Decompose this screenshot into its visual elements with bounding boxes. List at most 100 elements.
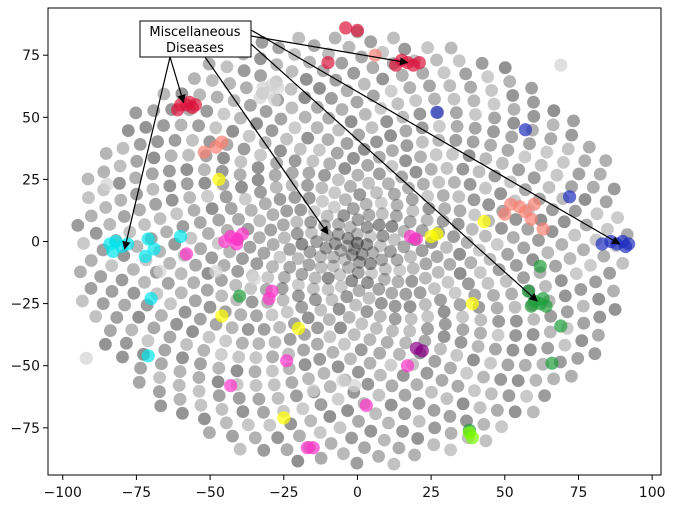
background-point <box>332 227 345 241</box>
background-point <box>404 250 417 264</box>
background-point <box>138 275 151 289</box>
background-point <box>230 364 244 378</box>
background-point <box>353 255 366 269</box>
background-point <box>180 338 194 351</box>
background-point <box>96 297 110 310</box>
background-point <box>361 377 375 391</box>
background-point <box>338 253 351 266</box>
background-point <box>534 158 548 172</box>
background-point <box>184 231 198 245</box>
background-point <box>163 330 177 344</box>
x-tick-label: 25 <box>422 485 440 501</box>
background-point <box>333 268 347 281</box>
background-point <box>363 356 377 370</box>
background-point <box>209 121 223 135</box>
background-point <box>568 204 582 218</box>
background-point <box>197 344 211 357</box>
background-point <box>139 121 153 134</box>
background-point <box>130 154 144 168</box>
series-point <box>400 359 415 373</box>
background-point <box>234 111 247 125</box>
background-point <box>423 79 436 93</box>
background-point <box>234 155 248 169</box>
background-point <box>120 336 133 350</box>
background-point <box>527 95 540 109</box>
background-point <box>323 157 337 171</box>
background-point <box>434 293 447 307</box>
background-point <box>432 119 446 133</box>
background-point <box>353 188 367 202</box>
background-point <box>380 336 394 349</box>
background-point <box>397 240 411 254</box>
background-point <box>494 187 507 201</box>
background-point <box>266 350 279 364</box>
background-point <box>296 402 310 416</box>
background-point <box>443 258 457 271</box>
background-point <box>441 275 455 289</box>
background-point <box>526 328 540 341</box>
background-point <box>434 342 447 356</box>
background-point <box>456 323 470 336</box>
background-point <box>314 451 328 465</box>
background-point <box>547 372 560 386</box>
series-point <box>554 319 568 333</box>
background-point <box>466 135 480 149</box>
background-point <box>510 314 523 328</box>
series-point <box>253 90 267 104</box>
background-point <box>271 391 285 405</box>
series-point <box>277 411 291 425</box>
background-point <box>520 389 533 403</box>
background-point <box>422 202 436 215</box>
background-point <box>233 442 247 456</box>
background-point <box>491 403 504 417</box>
background-point <box>355 50 368 64</box>
background-point <box>211 375 225 389</box>
background-point <box>589 275 602 289</box>
background-point <box>440 241 453 254</box>
background-point <box>506 343 520 357</box>
background-point <box>398 407 411 421</box>
background-point <box>373 167 386 181</box>
background-point <box>526 405 540 419</box>
series-point <box>321 56 335 70</box>
background-point <box>558 289 572 303</box>
background-point <box>567 114 580 128</box>
background-point <box>485 387 498 401</box>
background-point <box>89 310 103 323</box>
background-point <box>503 75 517 88</box>
background-point <box>429 148 443 162</box>
background-point <box>450 348 464 362</box>
background-point <box>421 322 434 336</box>
background-point <box>214 348 228 361</box>
background-point <box>447 230 460 244</box>
background-point <box>588 347 602 361</box>
series-point <box>197 145 211 159</box>
background-point <box>255 35 269 49</box>
background-point <box>358 441 371 454</box>
background-point <box>194 398 208 412</box>
annotation-arrows <box>122 29 621 302</box>
background-point <box>405 193 419 206</box>
background-point <box>400 139 414 153</box>
background-point <box>153 385 166 399</box>
background-point <box>416 135 429 149</box>
background-point <box>178 305 192 319</box>
background-point <box>570 267 583 280</box>
background-point <box>200 283 214 297</box>
background-point <box>365 267 378 280</box>
background-point <box>215 289 229 303</box>
background-point <box>345 274 359 288</box>
background-point <box>126 263 140 276</box>
background-point <box>391 275 405 289</box>
background-point <box>71 219 85 232</box>
background-point <box>117 210 131 223</box>
background-point <box>325 293 339 307</box>
background-point <box>376 72 390 86</box>
background-point <box>321 271 335 285</box>
background-point <box>313 82 326 95</box>
background-point <box>311 337 324 351</box>
background-point <box>205 251 219 265</box>
background-point <box>608 303 622 316</box>
background-point <box>110 311 124 324</box>
background-point <box>517 241 531 255</box>
